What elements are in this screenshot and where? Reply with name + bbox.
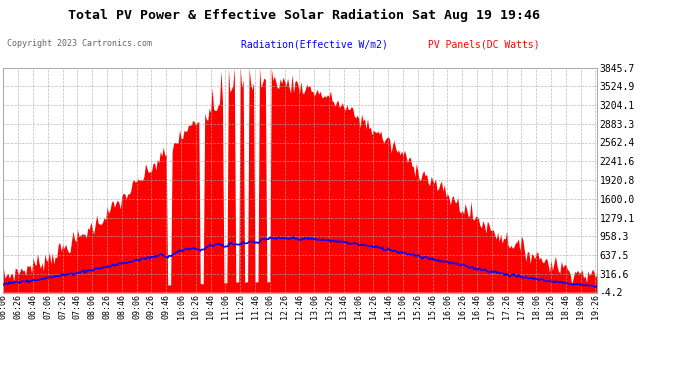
Text: Copyright 2023 Cartronics.com: Copyright 2023 Cartronics.com [7, 39, 152, 48]
Text: Total PV Power & Effective Solar Radiation Sat Aug 19 19:46: Total PV Power & Effective Solar Radiati… [68, 9, 540, 22]
Text: PV Panels(DC Watts): PV Panels(DC Watts) [428, 39, 540, 50]
Text: Radiation(Effective W/m2): Radiation(Effective W/m2) [241, 39, 388, 50]
